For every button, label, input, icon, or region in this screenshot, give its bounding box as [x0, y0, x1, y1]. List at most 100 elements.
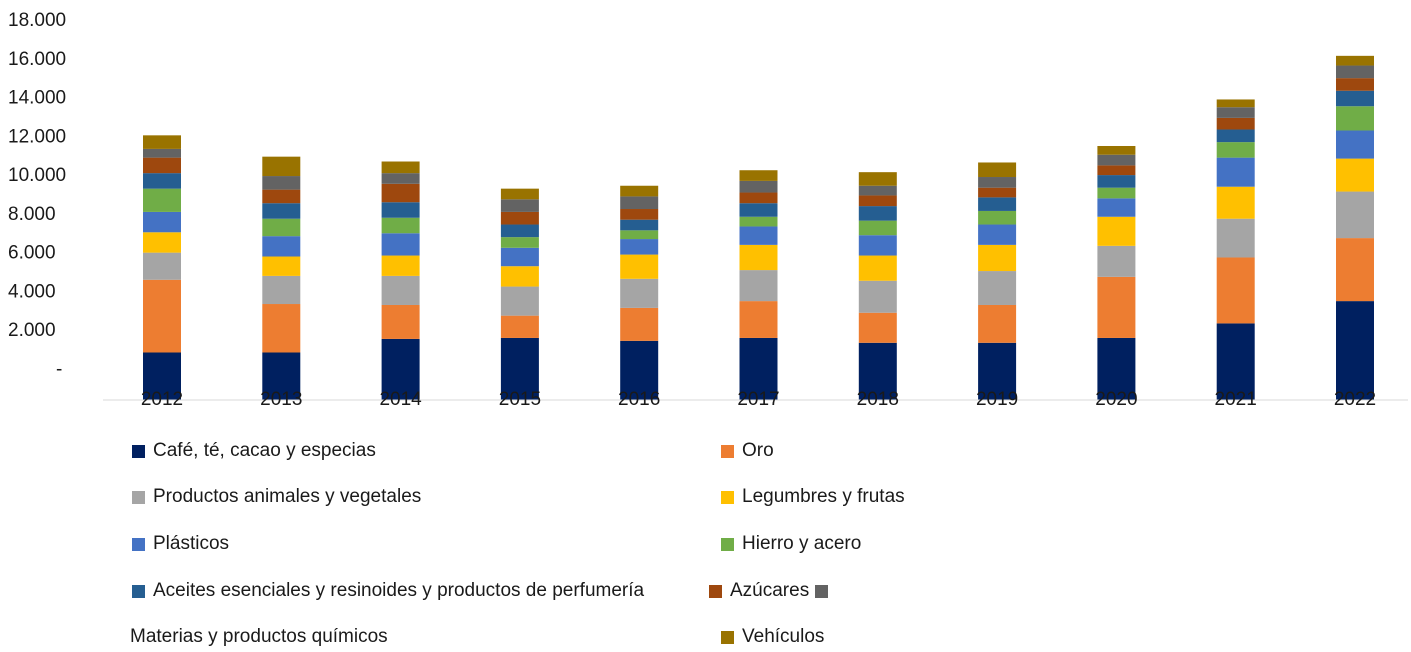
- y-tick-label: 18.000: [8, 10, 66, 31]
- legend-item-azucares: Azúcares: [709, 576, 836, 606]
- bar-segment: [978, 197, 1017, 211]
- legend-label-oro: Oro: [742, 440, 774, 461]
- legend-swatch-azucares: [709, 584, 722, 598]
- x-tick-label: 2021: [1215, 389, 1257, 410]
- bar-segment: [262, 203, 301, 219]
- bar-segment: [978, 304, 1017, 343]
- y-tick-label: -: [56, 359, 62, 380]
- bar-segment: [143, 232, 181, 253]
- bar-segment: [381, 275, 420, 305]
- legend-label-azucares: Azúcares: [730, 580, 810, 601]
- bar-segment: [1097, 245, 1136, 277]
- y-tick-label: 4.000: [8, 281, 56, 302]
- bar-segment: [620, 278, 659, 308]
- bar-segment: [978, 210, 1017, 225]
- bar-segment: [262, 156, 301, 177]
- legend-swatch-productos-animales: [132, 490, 145, 504]
- bar-segment: [500, 188, 539, 200]
- legend-swatch-aceites: [132, 584, 145, 598]
- bar-stack-2015: [500, 188, 539, 400]
- x-tick-label: 2020: [1095, 389, 1137, 410]
- bar-segment: [262, 275, 301, 305]
- bar-segment: [858, 185, 897, 196]
- bar-segment: [381, 173, 420, 184]
- bar-stack-2012: [143, 135, 181, 400]
- legend-item-plasticos: Plásticos: [132, 529, 229, 559]
- bar-segment: [500, 337, 539, 368]
- bar-segment: [381, 202, 420, 218]
- legend-row-1: Café, té, cacao y especias Oro: [132, 436, 1372, 466]
- bar-segment: [1097, 198, 1136, 217]
- legend-swatch-cafe: [132, 444, 145, 458]
- bar-segment: [1336, 238, 1374, 302]
- bar-segment: [1336, 65, 1374, 79]
- bar-base: [739, 368, 778, 400]
- bar-segment: [739, 337, 778, 368]
- bar-segment: [858, 235, 897, 256]
- bar-base: [143, 368, 181, 400]
- bar-segment: [381, 304, 420, 339]
- bar-segment: [1336, 191, 1374, 239]
- bar-segment: [620, 196, 659, 210]
- bar-segment: [858, 312, 897, 343]
- legend-label-aceites: Aceites esenciales y resinoides y produc…: [153, 580, 645, 601]
- bar-segment: [739, 244, 778, 271]
- bar-segment: [1216, 257, 1255, 324]
- bar-segment: [381, 255, 420, 276]
- bar-segment: [858, 195, 897, 207]
- bar-segment: [858, 172, 897, 186]
- bar-segment: [381, 161, 420, 174]
- bar-segment: [620, 185, 659, 197]
- legend-swatch-legumbres: [721, 490, 734, 504]
- x-tick-label: 2018: [857, 389, 899, 410]
- bar-segment: [1216, 142, 1255, 158]
- x-axis-ticks: 2012 2013 2014 2015 2016 2017 2018 2019 2020 2021…: [141, 389, 1376, 410]
- bar-segment: [143, 252, 181, 280]
- bar-stack-2018: [858, 172, 897, 400]
- legend-label-quimicos: Materias y productos químicos: [130, 626, 388, 647]
- bars: [143, 55, 1374, 400]
- bar-segment: [1216, 99, 1255, 108]
- bar-segment: [1097, 175, 1136, 188]
- bar-segment: [1097, 165, 1136, 176]
- bar-segment: [620, 340, 659, 368]
- bar-base: [978, 368, 1017, 400]
- y-tick-label: 2.000: [8, 320, 56, 341]
- bar-segment: [739, 170, 778, 181]
- bar-segment: [500, 315, 539, 338]
- bar-segment: [858, 342, 897, 368]
- legend-item-cafe: Café, té, cacao y especias: [132, 436, 376, 466]
- bar-segment: [739, 301, 778, 338]
- x-tick-label: 2015: [499, 389, 541, 410]
- bar-segment: [1097, 145, 1136, 155]
- bar-base: [620, 368, 659, 400]
- bar-segment: [1336, 55, 1374, 66]
- legend-item-aceites: Aceites esenciales y resinoides y produc…: [132, 576, 644, 606]
- bar-segment: [739, 226, 778, 245]
- x-tick-label: 2019: [976, 389, 1018, 410]
- bar-segment: [262, 352, 301, 368]
- x-tick-label: 2012: [141, 389, 183, 410]
- legend-swatch-oro: [721, 444, 734, 458]
- bar-segment: [739, 192, 778, 204]
- bar-stack-2014: [381, 161, 420, 400]
- y-axis-ticks: -2.000 4.000 6.000 8.000 10.000 12.000 14.000 1…: [8, 10, 66, 380]
- bar-segment: [143, 135, 181, 149]
- legend-row-2: Productos animales y vegetales Legumbres…: [132, 482, 1372, 512]
- bar-segment: [143, 352, 181, 368]
- y-tick-label: 14.000: [8, 88, 66, 109]
- bar-segment: [381, 217, 420, 234]
- legend-item-productos-animales: Productos animales y vegetales: [132, 482, 421, 512]
- bar-segment: [1097, 187, 1136, 199]
- bar-segment: [1216, 323, 1255, 368]
- bar-segment: [620, 230, 659, 240]
- bar-segment: [262, 189, 301, 204]
- y-tick-label: 12.000: [8, 126, 66, 147]
- legend-row-4: Aceites esenciales y resinoides y produc…: [132, 576, 1372, 606]
- bar-segment: [620, 209, 659, 220]
- bar-segment: [500, 211, 539, 225]
- bar-segment: [143, 188, 181, 212]
- bar-segment: [858, 220, 897, 236]
- bar-segment: [978, 187, 1017, 198]
- bar-stack-2017: [739, 170, 778, 400]
